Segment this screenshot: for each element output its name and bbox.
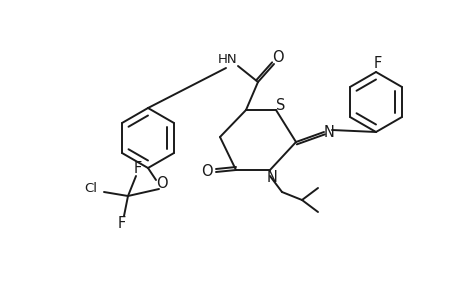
Text: O: O xyxy=(201,164,213,179)
Text: F: F xyxy=(373,56,381,70)
Text: O: O xyxy=(156,176,168,191)
Text: F: F xyxy=(134,160,142,175)
Text: Cl: Cl xyxy=(84,182,97,194)
Text: O: O xyxy=(272,50,283,64)
Text: F: F xyxy=(118,217,126,232)
Text: S: S xyxy=(276,98,285,112)
Text: HN: HN xyxy=(218,52,237,65)
Text: N: N xyxy=(323,124,334,140)
Text: N: N xyxy=(266,169,277,184)
